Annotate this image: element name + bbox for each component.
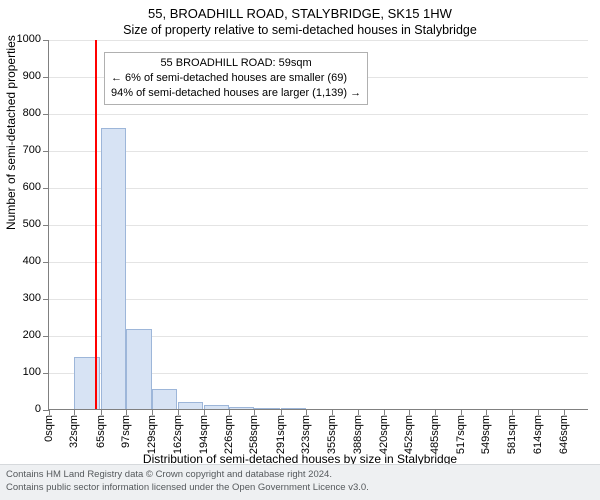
histogram-bar: [126, 329, 151, 409]
x-tick-label: 0sqm: [43, 415, 55, 442]
y-tick-label: 300: [23, 292, 41, 304]
footer-line2: Contains public sector information licen…: [6, 482, 594, 494]
gridline: [49, 151, 588, 152]
property-marker-line: [95, 40, 97, 409]
x-tick-label: 226sqm: [223, 415, 235, 454]
gridline: [49, 225, 588, 226]
x-tick-label: 388sqm: [352, 415, 364, 454]
x-tick-label: 517sqm: [455, 415, 467, 454]
y-axis-label: Number of semi-detached properties: [4, 35, 18, 230]
x-tick-label: 258sqm: [248, 415, 260, 454]
x-tick-label: 420sqm: [378, 415, 390, 454]
x-tick-label: 129sqm: [146, 415, 158, 454]
histogram-bar: [178, 402, 203, 409]
x-tick-label: 549sqm: [480, 415, 492, 454]
y-tick-label: 200: [23, 329, 41, 341]
x-tick-label: 646sqm: [558, 415, 570, 454]
y-tick-label: 500: [23, 218, 41, 230]
y-tick-label: 900: [23, 70, 41, 82]
histogram-bar: [281, 408, 306, 409]
x-tick-label: 485sqm: [429, 415, 441, 454]
gridline: [49, 114, 588, 115]
y-tick-label: 700: [23, 144, 41, 156]
annotation-box: 55 BROADHILL ROAD: 59sqm← 6% of semi-det…: [104, 52, 368, 105]
x-tick-label: 452sqm: [403, 415, 415, 454]
y-tick-label: 0: [35, 403, 41, 415]
chart-area: 010020030040050060070080090010000sqm32sq…: [48, 40, 588, 410]
x-tick-label: 162sqm: [172, 415, 184, 454]
histogram-bar: [152, 389, 177, 409]
annotation-line: 55 BROADHILL ROAD: 59sqm: [111, 56, 361, 71]
y-tick-label: 1000: [17, 33, 41, 45]
y-tick-label: 100: [23, 366, 41, 378]
x-tick-label: 355sqm: [326, 415, 338, 454]
histogram-bar: [204, 405, 229, 409]
chart-title-line2: Size of property relative to semi-detach…: [0, 21, 600, 37]
x-tick-label: 65sqm: [95, 415, 107, 448]
y-tick-label: 600: [23, 181, 41, 193]
y-tick-label: 400: [23, 255, 41, 267]
gridline: [49, 262, 588, 263]
x-tick-label: 323sqm: [300, 415, 312, 454]
footer-attribution: Contains HM Land Registry data © Crown c…: [0, 464, 600, 500]
x-tick-label: 581sqm: [506, 415, 518, 454]
plot-region: 010020030040050060070080090010000sqm32sq…: [48, 40, 588, 410]
histogram-bar: [229, 407, 254, 409]
annotation-line: ← 6% of semi-detached houses are smaller…: [111, 71, 361, 86]
y-tick-label: 800: [23, 107, 41, 119]
x-tick-label: 97sqm: [120, 415, 132, 448]
gridline: [49, 299, 588, 300]
x-tick-label: 194sqm: [198, 415, 210, 454]
histogram-bar: [254, 408, 279, 409]
x-tick-label: 614sqm: [532, 415, 544, 454]
x-tick-label: 32sqm: [68, 415, 80, 448]
annotation-line: 94% of semi-detached houses are larger (…: [111, 86, 361, 101]
gridline: [49, 40, 588, 41]
gridline: [49, 188, 588, 189]
histogram-bar: [101, 128, 126, 409]
footer-line1: Contains HM Land Registry data © Crown c…: [6, 469, 594, 481]
chart-title-line1: 55, BROADHILL ROAD, STALYBRIDGE, SK15 1H…: [0, 0, 600, 21]
x-tick-label: 291sqm: [275, 415, 287, 454]
